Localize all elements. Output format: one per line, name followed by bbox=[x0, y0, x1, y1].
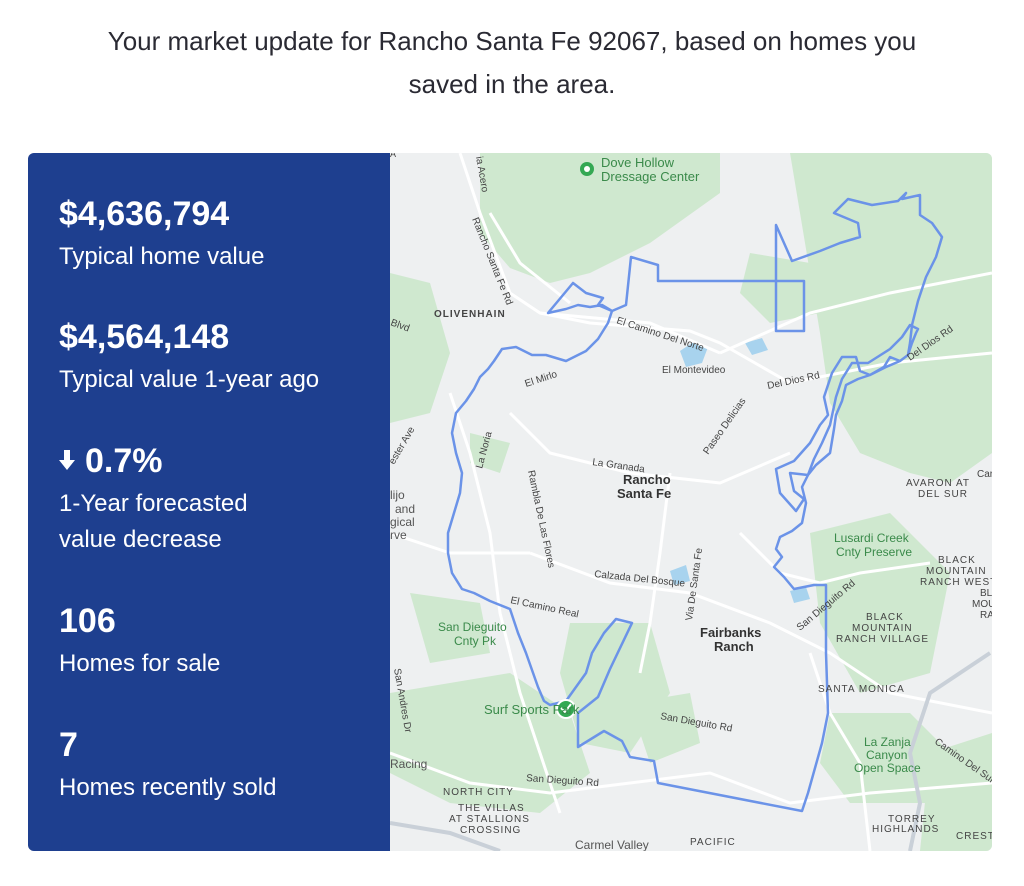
place-villas-2: AT STALLIONS bbox=[449, 814, 530, 825]
place-la-zanja-3: Open Space bbox=[854, 761, 921, 775]
stat-for-sale: 106 Homes for sale bbox=[59, 601, 220, 683]
water-bodies bbox=[670, 338, 810, 603]
road-network bbox=[390, 153, 992, 851]
place-crest: CREST bbox=[956, 831, 992, 842]
place-sd-cnty-pk-1: San Dieguito bbox=[438, 620, 507, 634]
place-lagoon-1: lijo bbox=[390, 488, 405, 502]
place-carmel-valley: Carmel Valley bbox=[575, 838, 649, 851]
intro-line-2: saved in the area. bbox=[408, 69, 616, 99]
sold-count: 7 bbox=[59, 726, 78, 764]
poi-dove-hollow-line2: Dressage Center bbox=[601, 169, 700, 184]
forecast-value-row: 0.7% bbox=[59, 441, 248, 481]
place-lusardi-2: Cnty Preserve bbox=[836, 545, 912, 559]
place-racing: Racing bbox=[390, 757, 427, 771]
home-value: $4,636,794 bbox=[59, 195, 230, 233]
place-la-zanja-2: Canyon bbox=[866, 748, 907, 762]
place-villas-3: CROSSING bbox=[460, 825, 521, 836]
place-bl: BL bbox=[980, 588, 992, 599]
market-card: $4,636,794 Typical home value $4,564,148… bbox=[28, 153, 992, 851]
place-avaron-2: DEL SUR bbox=[918, 489, 968, 500]
stat-home-value: $4,636,794 Typical home value bbox=[59, 194, 264, 276]
place-la-zanja-1: La Zanja bbox=[864, 735, 911, 749]
poi-dove-hollow-line1: Dove Hollow bbox=[601, 155, 675, 170]
place-fairbanks-ranch: Ranch bbox=[714, 639, 754, 654]
map-pin-icon[interactable] bbox=[580, 162, 594, 176]
place-santa-monica: SANTA MONICA bbox=[818, 684, 905, 695]
poi-surf-sports-park: Surf Sports Park bbox=[484, 702, 580, 717]
stat-prior-value: $4,564,148 Typical value 1-year ago bbox=[59, 317, 319, 399]
place-black-mtn-village-2: MOUNTAIN bbox=[852, 623, 913, 634]
for-sale-count: 106 bbox=[59, 602, 116, 640]
prior-value: $4,564,148 bbox=[59, 318, 230, 356]
forecast-value: 0.7% bbox=[85, 442, 163, 480]
place-olivenhain: OLIVENHAIN bbox=[434, 309, 506, 320]
road-el-montevideo: El Montevideo bbox=[662, 365, 726, 376]
highway bbox=[390, 651, 992, 851]
place-black-mtn-west-3: RANCH WEST bbox=[920, 577, 992, 588]
place-torrey-2: HIGHLANDS bbox=[872, 824, 939, 835]
road-a-top: A bbox=[390, 153, 396, 159]
map-canvas[interactable]: Dove Hollow Dressage Center Surf Sports … bbox=[390, 153, 992, 851]
place-lagoon-2: and bbox=[395, 502, 415, 516]
place-ra: RA bbox=[980, 610, 992, 621]
for-sale-label: Homes for sale bbox=[59, 650, 221, 677]
forecast-label: 1-Year forecasted value decrease bbox=[59, 485, 248, 559]
forecast-label-line-1: 1-Year forecasted bbox=[59, 490, 248, 517]
place-torrey-1: TORREY bbox=[888, 814, 936, 825]
intro-line-1: Your market update for Rancho Santa Fe 9… bbox=[107, 26, 917, 56]
place-lagoon-4: rve bbox=[390, 528, 407, 542]
place-north-city: NORTH CITY bbox=[443, 787, 514, 798]
place-mou: MOU bbox=[972, 599, 992, 610]
stat-sold: 7 Homes recently sold bbox=[59, 725, 276, 807]
place-pacific: PACIFIC bbox=[690, 837, 736, 848]
road-san-dieguito-bottom: San Dieguito Rd bbox=[526, 773, 599, 789]
map-pin-icon[interactable] bbox=[556, 699, 576, 719]
place-avaron-1: AVARON AT bbox=[906, 478, 970, 489]
place-santa-fe: Santa Fe bbox=[617, 486, 671, 501]
home-value-label: Typical home value bbox=[59, 243, 265, 270]
place-black-mtn-west-1: BLACK bbox=[938, 555, 976, 566]
place-black-mtn-village-3: RANCH VILLAGE bbox=[836, 634, 929, 645]
intro-text: Your market update for Rancho Santa Fe 9… bbox=[20, 20, 1004, 106]
stat-forecast: 0.7% 1-Year forecasted value decrease bbox=[59, 441, 248, 559]
place-rancho: Rancho bbox=[623, 472, 671, 487]
place-black-mtn-west-2: MOUNTAIN bbox=[926, 566, 987, 577]
arrow-down-icon bbox=[59, 450, 75, 471]
place-black-mtn-village-1: BLACK bbox=[866, 612, 904, 623]
prior-value-label: Typical value 1-year ago bbox=[59, 366, 320, 393]
stats-panel: $4,636,794 Typical home value $4,564,148… bbox=[28, 153, 390, 851]
market-area-boundary bbox=[446, 191, 944, 813]
forecast-label-line-2: value decrease bbox=[59, 526, 222, 553]
place-lusardi-1: Lusardi Creek bbox=[834, 531, 910, 545]
area-map[interactable]: Dove Hollow Dressage Center Surf Sports … bbox=[390, 153, 992, 851]
place-sd-cnty-pk-2: Cnty Pk bbox=[454, 634, 497, 648]
place-car: Car bbox=[977, 469, 992, 480]
place-lagoon-3: gical bbox=[390, 515, 415, 529]
sold-label: Homes recently sold bbox=[59, 774, 277, 801]
place-villas-1: THE VILLAS bbox=[458, 803, 525, 814]
place-fairbanks: Fairbanks bbox=[700, 625, 761, 640]
